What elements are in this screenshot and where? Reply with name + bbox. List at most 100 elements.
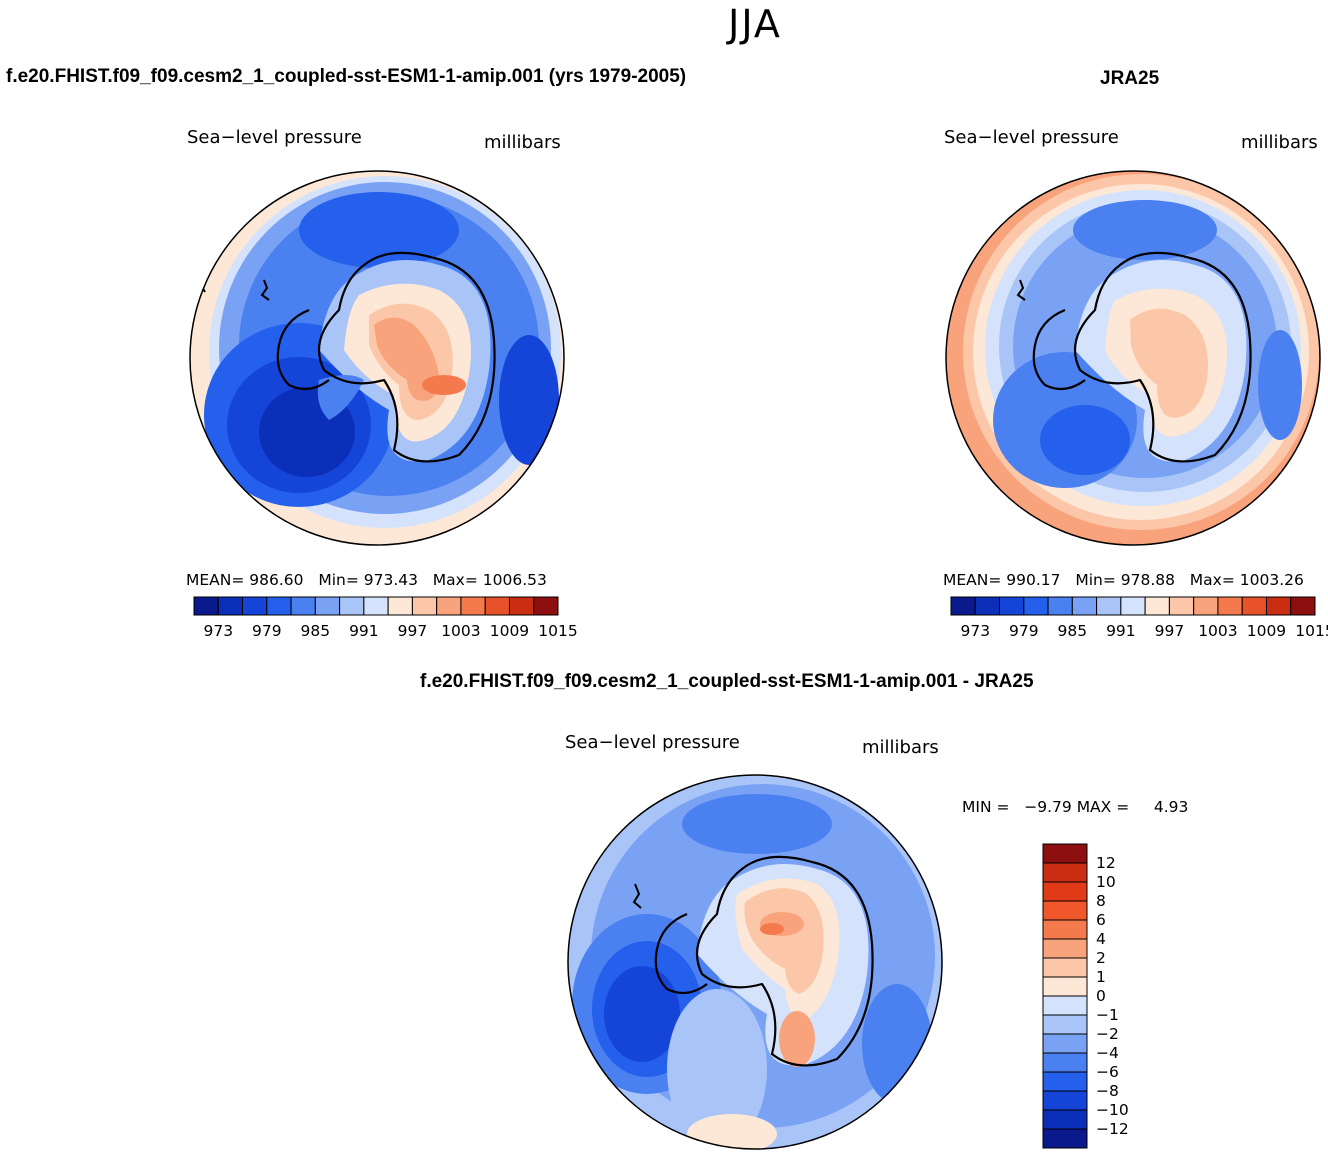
model-colorbar-tick-label: 1003 [441,622,481,640]
diff-colorbar-tick-label: 12 [1096,854,1116,872]
diff-colorbar-tick-label: 4 [1096,930,1106,948]
obs-mean-value: 990.17 [1006,571,1061,589]
diff-panel-title: f.e20.FHIST.f09_f09.cesm2_1_coupled-sst-… [420,671,1034,692]
obs-colorbar-swatch-11 [1217,596,1243,616]
obs-max-value: 1003.26 [1239,571,1304,589]
model-max-label: Max= [432,571,478,589]
model-max-value: 1006.53 [482,571,547,589]
diff-colorbar-swatch-1 [1042,862,1088,883]
model-colorbar-swatch-8 [387,596,413,616]
obs-min-value: 978.88 [1120,571,1176,589]
diff-colorbar-swatch-0 [1042,843,1088,864]
obs-colorbar-swatch-1 [974,596,1001,616]
obs-colorbar-tick-label: 985 [1057,622,1088,640]
diff-colorbar-swatch-6 [1042,957,1088,978]
obs-colorbar-swatch-10 [1193,596,1219,616]
diff-colorbar-swatch-3 [1042,900,1088,921]
diff-colorbar-tick-label: 10 [1096,873,1116,891]
obs-max-label: Max= [1189,571,1235,589]
obs-colorbar [950,596,1316,616]
obs-colorbar-tick-label: 997 [1154,622,1185,640]
obs-colorbar-tick-label: 991 [1106,622,1136,640]
obs-colorbar-tick-label: 1003 [1198,622,1238,640]
obs-colorbar-swatch-4 [1047,596,1073,616]
diff-colorbar-swatch-12 [1042,1071,1088,1092]
obs-colorbar-swatch-7 [1120,596,1146,616]
diff-max-value: 4.93 [1153,798,1189,816]
obs-colorbar-swatch-8 [1144,596,1170,616]
diff-colorbar-tick-label: 1 [1096,968,1106,986]
obs-colorbar-swatch-3 [1023,596,1049,616]
model-colorbar-swatch-11 [460,596,486,616]
obs-colorbar-swatch-13 [1265,596,1292,616]
model-colorbar-swatch-3 [266,596,292,616]
model-variable-label: Sea−level pressure [187,127,362,148]
model-mean-value: 986.60 [249,571,304,589]
model-stats: MEAN= 986.60 Min= 973.43 Max= 1006.53 [186,571,547,589]
diff-colorbar-tick-label: −2 [1096,1025,1119,1043]
diff-colorbar-tick-label: −8 [1096,1082,1119,1100]
diff-colorbar-tick-label: 2 [1096,949,1106,967]
diff-minmax: MIN = −9.79 MAX = 4.93 [962,798,1188,816]
diff-colorbar-swatch-4 [1042,919,1088,940]
obs-panel-title: JRA25 [1100,68,1160,89]
diff-colorbar-tick-label: −10 [1096,1101,1129,1119]
diff-colorbar-swatch-9 [1042,1014,1088,1035]
diff-colorbar-tick-label: 8 [1096,892,1106,910]
obs-colorbar-swatch-6 [1096,596,1122,616]
diff-colorbar-swatch-7 [1042,976,1088,997]
obs-colorbar-swatch-14 [1290,596,1316,616]
obs-stats: MEAN= 990.17 Min= 978.88 Max= 1003.26 [943,571,1304,589]
obs-colorbar-tick-label: 1015 [1295,622,1328,640]
model-colorbar-swatch-5 [314,596,341,616]
obs-colorbar-swatch-2 [999,596,1025,616]
diff-min-value: −9.79 [1024,798,1072,816]
diff-colorbar-swatch-11 [1042,1052,1088,1073]
diff-colorbar-tick-label: −12 [1096,1120,1129,1138]
diff-polar-map [567,774,943,1150]
model-colorbar-tick-label: 997 [397,622,428,640]
model-colorbar-tick-label: 991 [349,622,379,640]
model-polar-map [189,170,565,546]
model-colorbar-swatch-12 [484,596,510,616]
obs-variable-label: Sea−level pressure [944,127,1119,148]
obs-mean-label: MEAN= [943,571,1002,589]
diff-variable-label: Sea−level pressure [565,732,740,753]
obs-units-label: millibars [1241,132,1318,153]
diff-colorbar-tick-label: −1 [1096,1006,1119,1024]
diff-colorbar [1042,843,1088,1149]
model-colorbar-swatch-10 [436,596,462,616]
diff-colorbar-swatch-13 [1042,1090,1088,1111]
diff-colorbar-swatch-10 [1042,1033,1088,1054]
obs-colorbar-labels: 973 979 985 991 997 1003 1009 1015 [951,622,1328,642]
model-colorbar-tick-label: 1009 [489,622,530,640]
obs-colorbar-swatch-12 [1241,596,1267,616]
model-mean-label: MEAN= [186,571,245,589]
model-units-label: millibars [484,132,561,153]
diff-colorbar-tick-label: −4 [1096,1044,1119,1062]
diff-colorbar-swatch-5 [1042,938,1088,959]
model-colorbar-swatch-9 [411,596,438,616]
obs-colorbar-swatch-0 [950,596,976,616]
diff-colorbar-tick-label: −6 [1096,1063,1119,1081]
diff-colorbar-swatch-2 [1042,881,1088,902]
diff-colorbar-swatch-15 [1042,1128,1088,1149]
model-colorbar-swatch-7 [363,596,389,616]
model-min-label: Min= [318,571,359,589]
model-colorbar-tick-label: 979 [252,622,282,640]
obs-colorbar-tick-label: 1009 [1246,622,1287,640]
obs-colorbar-tick-label: 973 [960,622,991,640]
model-colorbar-swatch-6 [339,596,365,616]
diff-colorbar-tick-label: 6 [1096,911,1106,929]
model-colorbar-swatch-4 [290,596,316,616]
obs-colorbar-swatch-9 [1168,596,1195,616]
obs-polar-map [945,170,1321,546]
model-colorbar [193,596,559,616]
model-min-value: 973.43 [363,571,419,589]
model-colorbar-tick-label: 1015 [538,622,578,640]
diff-colorbar-swatch-8 [1042,995,1088,1016]
model-colorbar-swatch-13 [508,596,535,616]
model-colorbar-labels: 973 979 985 991 997 1003 1009 1015 [194,622,577,642]
diff-colorbar-labels: 12 10 8 6 4 2 1 0 −1 −2 −4 −6 −8 −10 −12 [1096,844,1156,1148]
model-colorbar-tick-label: 973 [203,622,234,640]
